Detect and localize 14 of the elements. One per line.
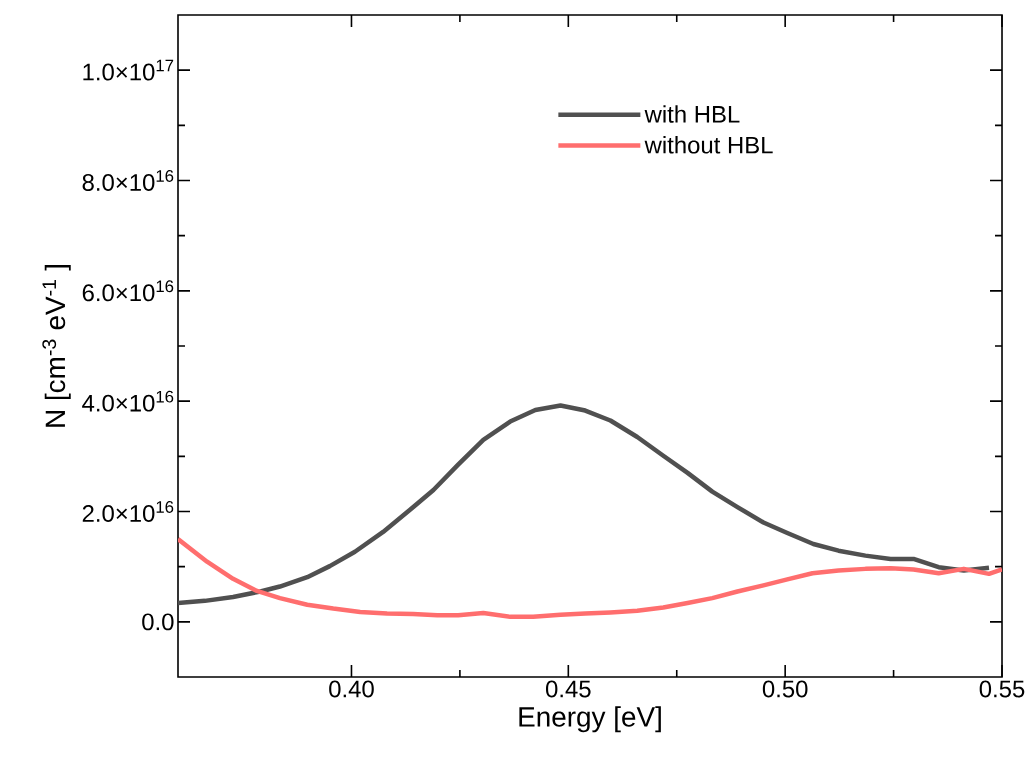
x-axis-title: Energy [eV] <box>519 706 661 733</box>
legend-label: without HBL <box>644 136 773 154</box>
y-tick-label: 4.0×10$^{16}$ <box>82 390 174 412</box>
y-tick-label: 2.0×10$^{16}$ <box>82 501 174 522</box>
x-tick-label: 0.55 <box>979 680 1025 698</box>
legend-label: with HBL <box>644 105 740 123</box>
y-tick-label: 0.0 <box>142 613 174 631</box>
y-tick-label: 8.0×10$^{16}$ <box>82 170 174 191</box>
y-axis-title: N [cm$^{-3}$ eV$^{-1}$ ] <box>42 265 71 427</box>
x-tick-label: 0.45 <box>545 680 591 698</box>
x-tick-label: 0.40 <box>329 680 374 698</box>
y-tick-label: 1.0×10$^{17}$ <box>83 59 174 81</box>
y-tick-label: 6.0×10$^{16}$ <box>82 280 174 302</box>
x-tick-label: 0.50 <box>762 680 808 698</box>
